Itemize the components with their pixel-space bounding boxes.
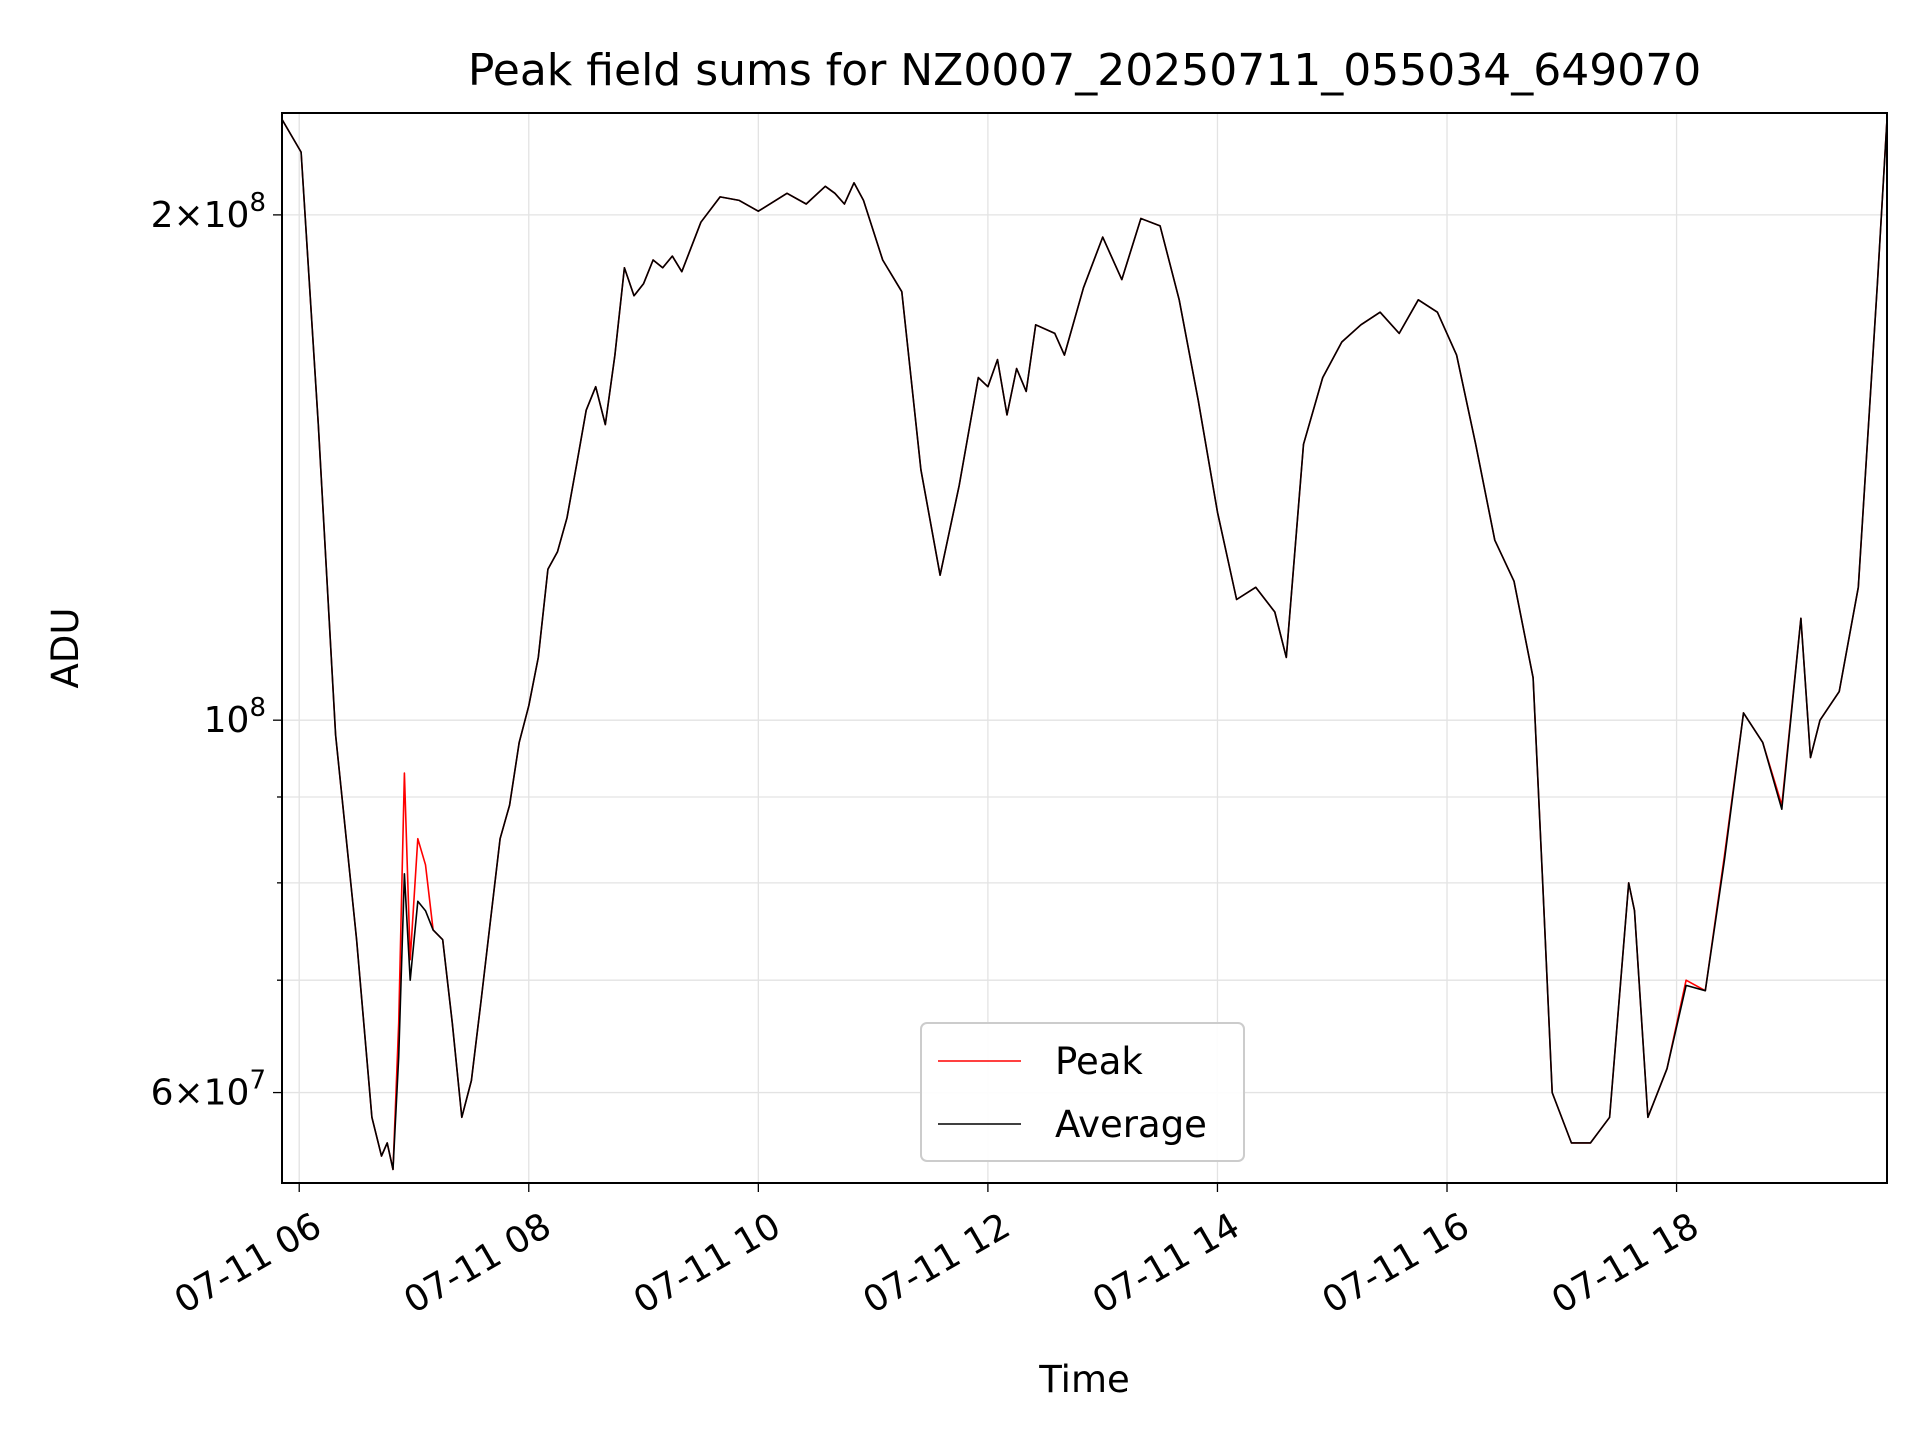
legend-box <box>920 1022 1245 1162</box>
series-line-average <box>282 118 1887 1171</box>
series-layer <box>282 118 1887 1171</box>
y-axis-label: ADU <box>44 608 87 689</box>
y-tick-label: 6×107 <box>151 1066 266 1114</box>
legend-label-peak: Peak <box>1055 1040 1143 1083</box>
y-tick-label: 2×108 <box>151 188 266 236</box>
chart-title: Peak field sums for NZ0007_20250711_0550… <box>468 45 1701 96</box>
legend-label-average: Average <box>1055 1103 1207 1146</box>
x-axis-label: Time <box>1038 1358 1130 1401</box>
legend: Peak Average <box>920 1022 1245 1162</box>
plot-frame <box>281 112 1888 1184</box>
